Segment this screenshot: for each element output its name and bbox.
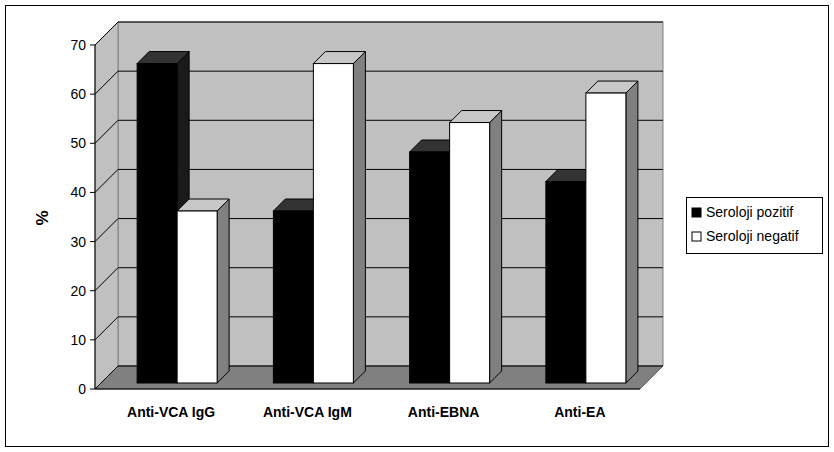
y-axis — [95, 45, 96, 389]
bar-top — [586, 81, 638, 93]
legend-label: Seroloji negatif — [706, 228, 799, 244]
frame — [6, 6, 829, 447]
bar-top — [137, 52, 189, 64]
y-axis-label: % — [33, 210, 52, 225]
tick — [90, 192, 95, 193]
bar-side — [353, 52, 365, 383]
chart-root: 0 10 20 30 40 50 60 70% Anti-VCA IgG Anti-VCA IgM… — [0, 0, 834, 452]
tick — [90, 94, 95, 95]
bar-front — [546, 182, 586, 383]
bar-side — [626, 81, 638, 383]
legend-swatch — [692, 208, 701, 217]
legend: Seroloji pozitif Seroloji negatif — [687, 198, 823, 254]
tick-label: 50 — [70, 135, 86, 151]
tick-label: 40 — [70, 184, 86, 200]
category-label: Anti-VCA IgG — [127, 404, 215, 420]
tick-label: 10 — [70, 332, 86, 348]
x-axis — [95, 389, 640, 390]
bar — [586, 81, 638, 383]
legend-label: Seroloji pozitif — [706, 204, 793, 220]
grid-line — [95, 22, 663, 45]
bars — [137, 52, 638, 383]
bar-side — [490, 111, 502, 383]
bar-front — [586, 93, 626, 383]
bar-front — [177, 211, 217, 383]
tick-label: 20 — [70, 283, 86, 299]
bar-top — [313, 52, 365, 64]
category-label: Anti-EBNA — [408, 404, 480, 420]
bar-front — [313, 64, 353, 383]
tick — [90, 143, 95, 144]
tick — [90, 45, 95, 46]
category-label: Anti-VCA IgM — [263, 404, 352, 420]
tick-label: 30 — [70, 234, 86, 250]
tick — [90, 389, 95, 390]
bar — [313, 52, 365, 383]
bar-top — [177, 199, 229, 211]
side-wall — [95, 22, 118, 389]
tick-label: 70 — [70, 37, 86, 53]
tick-label: 60 — [70, 86, 86, 102]
bar-front — [273, 211, 313, 383]
legend-box — [687, 198, 823, 254]
category-label: Anti-EA — [554, 404, 605, 420]
chart: 0 10 20 30 40 50 60 70% Anti-VCA IgG Anti-VCA IgM… — [0, 0, 834, 452]
tick — [90, 290, 95, 291]
bar-front — [410, 152, 450, 383]
tick — [90, 339, 95, 340]
bar-front — [137, 64, 177, 383]
bar-side — [217, 199, 229, 383]
tick — [90, 241, 95, 242]
bar — [450, 111, 502, 383]
legend-swatch — [692, 232, 701, 241]
bar-top — [450, 111, 502, 123]
bar — [177, 199, 229, 383]
bar-front — [450, 123, 490, 383]
tick-label: 0 — [78, 381, 86, 397]
